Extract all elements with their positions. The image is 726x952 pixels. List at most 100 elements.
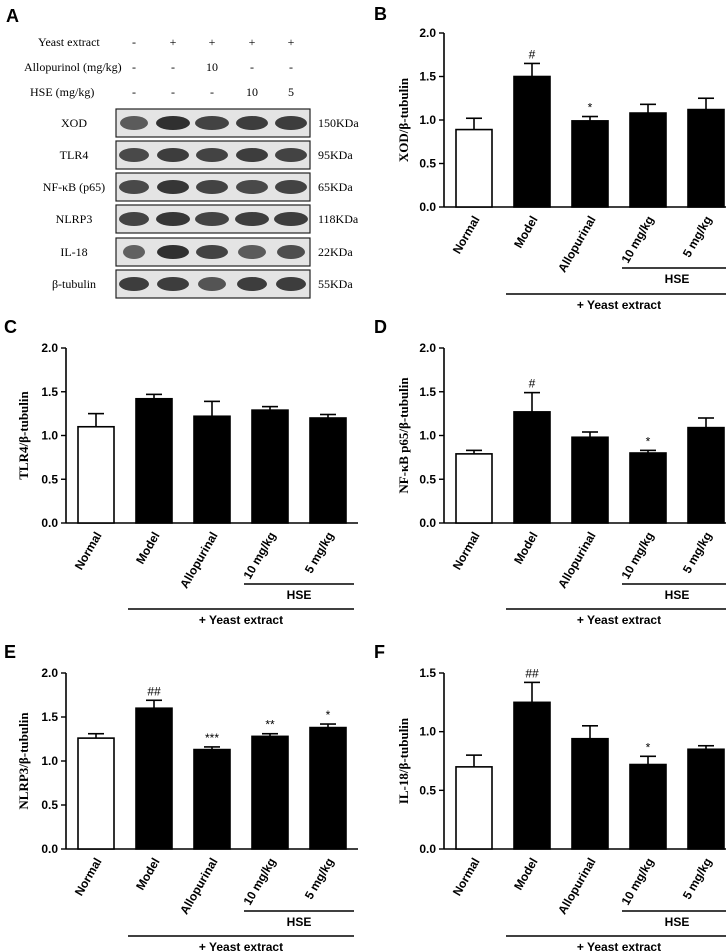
y-tick-label: 1.0	[419, 113, 436, 127]
blot-protein-label: IL-18	[60, 245, 87, 259]
panel-b-chart: B XOD/β-tubulin 0.0 0.5 1.0 1.5 2.0 Normal # Mode…	[374, 4, 726, 312]
treatment-value: -	[132, 60, 136, 74]
category-label: Model	[511, 856, 540, 893]
panel-letter: F	[374, 642, 385, 662]
bar	[455, 766, 493, 850]
category-label: Normal	[450, 856, 483, 899]
treatment-value: 5	[288, 85, 294, 99]
panel-letter: C	[4, 317, 17, 337]
treatment-label-allopurinol: Allopurinol (mg/kg)	[24, 60, 122, 74]
blot-protein-label: NF-κB (p65)	[43, 180, 105, 194]
treatment-value: -	[132, 85, 136, 99]
y-tick-label: 0.0	[419, 842, 436, 856]
treatment-value: 10	[206, 60, 218, 74]
panel-letter-a: A	[6, 6, 19, 26]
y-tick-label: 0.0	[41, 516, 58, 530]
bar	[571, 436, 609, 524]
y-tick-label: 0.5	[419, 783, 436, 797]
bar	[135, 397, 173, 524]
blot-band	[157, 245, 189, 259]
bar	[629, 763, 667, 850]
blot-band	[198, 277, 226, 291]
y-tick-label: 2.0	[41, 666, 58, 680]
y-tick-label: 1.0	[41, 754, 58, 768]
bar	[251, 409, 289, 524]
y-tick-label: 1.5	[41, 710, 58, 724]
y-tick-label: 0.0	[419, 516, 436, 530]
blot-band	[196, 180, 228, 194]
blot-size-label: 22KDa	[318, 245, 353, 259]
blot-band	[120, 116, 148, 130]
category-label: Allopurinal	[555, 530, 598, 591]
bar	[513, 411, 551, 524]
panel-letter: E	[4, 642, 16, 662]
blot-band	[275, 116, 307, 130]
category-label: 10 mg/kg	[618, 530, 656, 582]
y-axis-label: XOD/β-tubulin	[396, 77, 411, 162]
blot-band	[156, 116, 190, 130]
treatment-value: -	[171, 60, 175, 74]
category-label: 5 mg/kg	[680, 856, 715, 902]
blot-band	[119, 277, 149, 291]
category-label: Allopurinal	[177, 856, 220, 917]
blot-band	[119, 180, 149, 194]
blot-size-label: 118KDa	[318, 212, 359, 226]
yeast-extract-label: + Yeast extract	[577, 940, 661, 952]
blot-band	[236, 148, 268, 162]
panel-letter: D	[374, 317, 387, 337]
y-tick-label: 1.0	[419, 429, 436, 443]
hse-label: HSE	[665, 588, 690, 602]
y-tick-label: 1.0	[419, 725, 436, 739]
significance-mark: *	[588, 101, 593, 115]
significance-mark: ##	[147, 684, 161, 698]
blot-band	[235, 212, 269, 226]
blot-protein-label: NLRP3	[56, 212, 93, 226]
bar	[513, 75, 551, 208]
blot-band	[119, 148, 149, 162]
blot-band	[157, 277, 189, 291]
significance-mark: *	[326, 708, 331, 722]
treatment-value: +	[249, 35, 256, 49]
hse-label: HSE	[665, 272, 690, 286]
blot-band	[276, 277, 306, 291]
y-tick-label: 1.5	[419, 70, 436, 84]
category-label: Model	[133, 856, 162, 893]
blot-band	[196, 148, 228, 162]
panel-c-chart: C TLR4/β-tubulin 0.0 0.5 1.0 1.5 2.0 Normal Mode…	[4, 317, 358, 627]
category-label: 10 mg/kg	[618, 214, 656, 266]
category-label: Allopurinal	[555, 214, 598, 275]
category-label: Model	[133, 530, 162, 567]
hse-label: HSE	[287, 588, 312, 602]
blot-band	[275, 148, 307, 162]
significance-mark: #	[529, 377, 536, 391]
blot-size-label: 150KDa	[318, 116, 359, 130]
yeast-extract-label: + Yeast extract	[577, 298, 661, 312]
treatment-value: +	[209, 35, 216, 49]
treatment-value: -	[132, 35, 136, 49]
y-tick-label: 0.5	[41, 798, 58, 812]
significance-mark: *	[646, 434, 651, 448]
blot-band	[195, 212, 229, 226]
category-label: Normal	[72, 856, 105, 899]
blot-band	[238, 245, 266, 259]
treatment-value: -	[250, 60, 254, 74]
blot-band	[274, 212, 308, 226]
hse-label: HSE	[287, 915, 312, 929]
treatment-value: 10	[246, 85, 258, 99]
significance-mark: **	[265, 718, 275, 732]
category-label: 5 mg/kg	[680, 214, 715, 260]
bar	[687, 108, 725, 208]
blot-band	[195, 116, 229, 130]
blot-protein-label: β-tubulin	[52, 277, 96, 291]
blot-size-label: 95KDa	[318, 148, 353, 162]
category-label: Allopurinal	[177, 530, 220, 591]
y-tick-label: 1.5	[419, 385, 436, 399]
yeast-extract-label: + Yeast extract	[199, 940, 283, 952]
blot-protein-label: XOD	[61, 116, 87, 130]
blot-band	[275, 180, 307, 194]
bar	[571, 737, 609, 850]
y-axis-label: NF-κB p65/β-tubulin	[396, 377, 411, 494]
panel-a-western-blot: A Yeast extract Allopurinol (mg/kg) HSE …	[6, 6, 359, 299]
blot-size-label: 65KDa	[318, 180, 353, 194]
